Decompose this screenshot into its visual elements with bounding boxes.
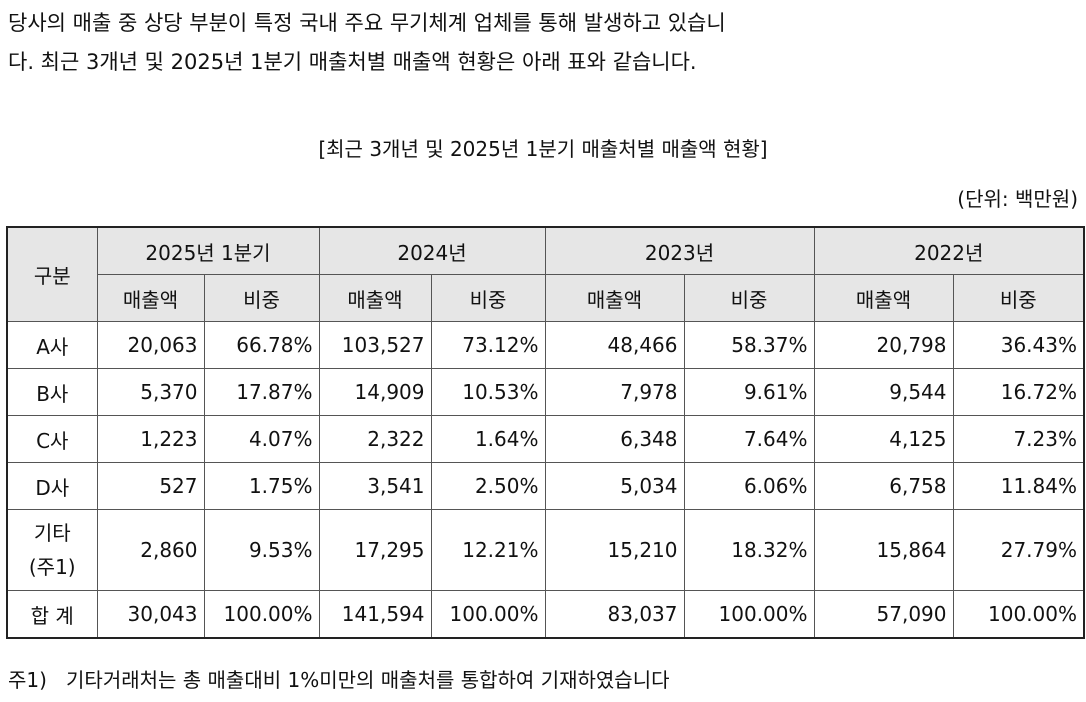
header-share: 비중 xyxy=(203,274,320,322)
table-cell: 83,037 xyxy=(544,590,685,639)
intro-paragraph: 당사의 매출 중 상당 부분이 특정 국내 주요 무기체계 업체를 통해 발생하… xyxy=(8,4,1078,82)
table-cell: 100.00% xyxy=(203,590,320,639)
table-cell: 7.23% xyxy=(952,415,1085,463)
table-cell: 36.43% xyxy=(952,321,1085,369)
table-row: A사 20,063 66.78% 103,527 73.12% 48,466 5… xyxy=(6,321,1085,369)
row-label-line-1: 기타 xyxy=(33,521,71,545)
table-cell: 4,125 xyxy=(813,415,954,463)
table-cell: 2,322 xyxy=(318,415,432,463)
table-cell: 3,541 xyxy=(318,462,432,510)
header-row-sub: 매출액 비중 매출액 비중 매출액 비중 매출액 비중 xyxy=(7,274,1085,322)
table-cell: 6,348 xyxy=(544,415,685,463)
table-cell: 7.64% xyxy=(683,415,815,463)
table-cell: 15,864 xyxy=(813,509,954,591)
table-cell: 66.78% xyxy=(203,321,320,369)
table-cell: 1.64% xyxy=(430,415,546,463)
table-cell: 17.87% xyxy=(203,368,320,416)
table-cell: 15,210 xyxy=(544,509,685,591)
row-label: D사 xyxy=(6,462,98,510)
table-cell: 7,978 xyxy=(544,368,685,416)
table-cell: 18.32% xyxy=(683,509,815,591)
table-cell: 27.79% xyxy=(952,509,1085,591)
table-row: D사 527 1.75% 3,541 2.50% 5,034 6.06% 6,7… xyxy=(6,462,1085,510)
unit-label: (단위: 백만원) xyxy=(957,187,1078,211)
table-cell: 5,370 xyxy=(96,368,205,416)
intro-line-2: 다. 최근 3개년 및 2025년 1분기 매출처별 매출액 현황은 아래 표와… xyxy=(8,50,697,74)
sales-by-customer-table: 구분 2025년 1분기 2024년 2023년 2022년 매출액 비중 매출… xyxy=(6,226,1085,639)
header-sales: 매출액 xyxy=(544,274,685,322)
table-cell: 48,466 xyxy=(544,321,685,369)
table-cell: 1.75% xyxy=(203,462,320,510)
table-row: C사 1,223 4.07% 2,322 1.64% 6,348 7.64% 4… xyxy=(6,415,1085,463)
table-cell: 58.37% xyxy=(683,321,815,369)
table-cell: 17,295 xyxy=(318,509,432,591)
table-cell: 12.21% xyxy=(430,509,546,591)
table-cell: 527 xyxy=(96,462,205,510)
table-caption: [최근 3개년 및 2025년 1분기 매출처별 매출액 현황] xyxy=(318,137,768,161)
header-sales: 매출액 xyxy=(318,274,432,322)
footnote-mark: 주1) xyxy=(8,668,47,692)
footnote-text: 기타거래처는 총 매출대비 1%미만의 매출처를 통합하여 기재하였습니다 xyxy=(66,668,670,692)
total-row: 합 계 30,043 100.00% 141,594 100.00% 83,03… xyxy=(6,590,1085,639)
table-row: B사 5,370 17.87% 14,909 10.53% 7,978 9.61… xyxy=(6,368,1085,416)
table-cell: 9.61% xyxy=(683,368,815,416)
table-cell: 14,909 xyxy=(318,368,432,416)
header-period-2022: 2022년 xyxy=(813,226,1085,275)
table-cell: 6.06% xyxy=(683,462,815,510)
table-cell: 30,043 xyxy=(96,590,205,639)
table-cell: 16.72% xyxy=(952,368,1085,416)
table-cell: 9,544 xyxy=(813,368,954,416)
table-cell: 20,063 xyxy=(96,321,205,369)
header-sales: 매출액 xyxy=(813,274,954,322)
row-label: A사 xyxy=(6,321,98,369)
header-period-2024: 2024년 xyxy=(318,226,546,275)
row-label: C사 xyxy=(6,415,98,463)
row-label: 기타 (주1) xyxy=(6,509,98,591)
table-cell: 11.84% xyxy=(952,462,1085,510)
row-label: B사 xyxy=(6,368,98,416)
table-cell: 1,223 xyxy=(96,415,205,463)
row-label-line-2: (주1) xyxy=(28,555,76,579)
table-cell: 141,594 xyxy=(318,590,432,639)
row-label: 합 계 xyxy=(6,590,98,639)
header-period-2023: 2023년 xyxy=(544,226,815,275)
footnote: 주1) 기타거래처는 총 매출대비 1%미만의 매출처를 통합하여 기재하였습니… xyxy=(8,664,670,693)
table-row: 기타 (주1) 2,860 9.53% 17,295 12.21% 15,210… xyxy=(6,509,1085,591)
table-cell: 2.50% xyxy=(430,462,546,510)
header-row-periods: 구분 2025년 1분기 2024년 2023년 2022년 xyxy=(6,226,1085,322)
table-cell: 73.12% xyxy=(430,321,546,369)
header-share: 비중 xyxy=(952,274,1085,322)
table-cell: 20,798 xyxy=(813,321,954,369)
intro-line-1: 당사의 매출 중 상당 부분이 특정 국내 주요 무기체계 업체를 통해 발생하… xyxy=(8,11,726,35)
table-cell: 100.00% xyxy=(430,590,546,639)
table-cell: 100.00% xyxy=(952,590,1085,639)
header-period-2025q1: 2025년 1분기 xyxy=(96,226,320,275)
header-category: 구분 xyxy=(6,226,98,322)
table-cell: 2,860 xyxy=(96,509,205,591)
header-share: 비중 xyxy=(683,274,815,322)
table-cell: 10.53% xyxy=(430,368,546,416)
header-share: 비중 xyxy=(430,274,546,322)
table-cell: 6,758 xyxy=(813,462,954,510)
table-cell: 9.53% xyxy=(203,509,320,591)
table-cell: 57,090 xyxy=(813,590,954,639)
table-cell: 100.00% xyxy=(683,590,815,639)
table-cell: 103,527 xyxy=(318,321,432,369)
table-cell: 4.07% xyxy=(203,415,320,463)
table-cell: 5,034 xyxy=(544,462,685,510)
header-sales: 매출액 xyxy=(96,274,205,322)
